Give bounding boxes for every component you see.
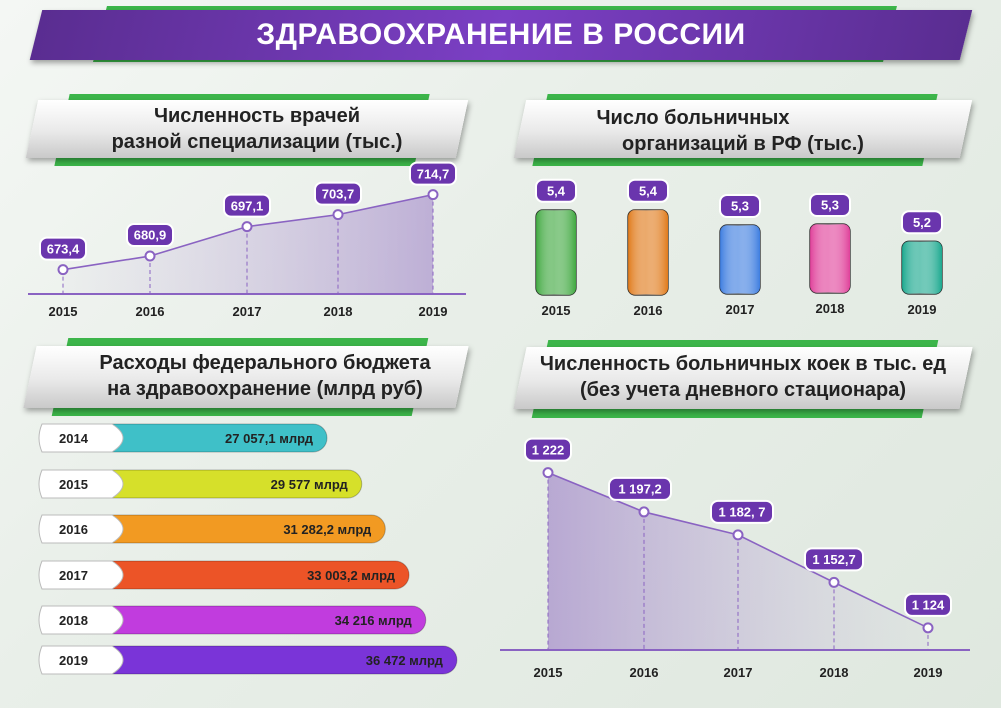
budget-data-label: 34 216 млрд — [335, 613, 413, 628]
hospitals-title: Число больничных организаций в РФ (тыс.) — [596, 107, 864, 155]
beds-tick-label: 2017 — [724, 665, 753, 680]
budget-data-label: 27 057,1 млрд — [225, 431, 314, 446]
beds-data-label-bg — [804, 547, 864, 572]
doctors-point — [144, 250, 156, 262]
budget-year-tab — [38, 423, 124, 453]
doctors-point — [57, 264, 69, 276]
doctors-tick-label: 2019 — [419, 304, 448, 319]
doctors-data-label-bg — [223, 193, 271, 218]
doctors-data-label: 697,1 — [231, 198, 264, 213]
doctors-point — [427, 189, 439, 201]
hospitals-bar-shine — [810, 224, 850, 293]
budget-year-tab — [38, 560, 124, 590]
doctors-tick-label: 2016 — [136, 304, 165, 319]
beds-data-label: 1 222 — [532, 442, 565, 457]
budget-year-tab — [38, 605, 124, 635]
hospitals-bar-shine — [720, 225, 760, 294]
beds-point — [542, 467, 554, 479]
beds-point — [732, 529, 744, 541]
budget-tick-label: 2015 — [59, 477, 88, 492]
doctors-data-label: 703,7 — [322, 186, 355, 201]
doctors-data-label: 673,4 — [47, 241, 80, 256]
doctors-data-label-bg — [126, 223, 174, 248]
beds-data-label-bg — [904, 592, 952, 617]
hospitals-data-label: 5,2 — [913, 215, 931, 230]
budget-tick-label: 2019 — [59, 653, 88, 668]
beds-tick-label: 2018 — [820, 665, 849, 680]
budget-data-label: 31 282,2 млрд — [283, 522, 372, 537]
budget-title: Расходы федерального бюджета на здравоохр… — [99, 352, 431, 400]
hospitals-tick-label: 2015 — [542, 303, 571, 318]
beds-data-label: 1 124 — [912, 598, 945, 613]
beds-tick-label: 2016 — [630, 665, 659, 680]
hospitals-data-label-bg — [901, 210, 943, 235]
beds-data-label-bg — [710, 499, 774, 524]
hospitals-bar-shine — [628, 209, 668, 295]
hospitals-tick-label: 2019 — [908, 302, 937, 317]
hospitals-data-label-bg — [719, 194, 761, 218]
page-title: ЗДРАВООХРАНЕНИЕ В РОССИИ — [256, 18, 746, 51]
hospitals-data-label: 5,4 — [639, 183, 658, 198]
doctors-tick-label: 2015 — [49, 304, 78, 319]
budget-data-label: 29 577 млрд — [271, 477, 349, 492]
beds-point — [922, 622, 934, 634]
beds-point — [638, 506, 650, 518]
budget-data-label: 36 472 млрд — [366, 653, 444, 668]
budget-year-tab — [38, 645, 124, 675]
budget-tick-label: 2017 — [59, 568, 88, 583]
hospitals-data-label: 5,3 — [821, 198, 839, 213]
doctors-data-label-bg — [39, 236, 87, 261]
hospitals-data-label-bg — [809, 193, 851, 217]
doctors-tick-label: 2018 — [324, 304, 353, 319]
beds-tick-label: 2015 — [534, 665, 563, 680]
budget-tick-label: 2016 — [59, 522, 88, 537]
beds-area — [548, 472, 928, 650]
hospitals-data-label: 5,4 — [547, 183, 566, 198]
beds-data-label-bg — [524, 437, 572, 462]
hospitals-tick-label: 2017 — [726, 302, 755, 317]
doctors-data-label: 714,7 — [417, 166, 450, 181]
hospitals-tick-label: 2018 — [816, 301, 845, 316]
budget-tick-label: 2018 — [59, 613, 88, 628]
beds-data-label: 1 182, 7 — [719, 505, 766, 520]
doctors-tick-label: 2017 — [233, 304, 262, 319]
hospitals-bar-shine — [902, 241, 942, 294]
hospitals-tick-label: 2016 — [634, 303, 663, 318]
doctors-title: Численность врачей разной специализации (… — [111, 105, 403, 153]
hospitals-bar-shine — [536, 209, 576, 295]
budget-year-tab — [38, 469, 124, 499]
doctors-data-label-bg — [314, 181, 362, 206]
beds-point — [828, 576, 840, 588]
doctors-point — [241, 221, 253, 233]
beds-data-label: 1 197,2 — [618, 482, 661, 497]
beds-data-label-bg — [608, 476, 672, 501]
hospitals-data-label-bg — [535, 178, 577, 203]
doctors-data-label: 680,9 — [134, 228, 167, 243]
budget-tick-label: 2014 — [59, 431, 89, 446]
budget-data-label: 33 003,2 млрд — [307, 568, 396, 583]
doctors-data-label-bg — [409, 161, 457, 186]
hospitals-data-label: 5,3 — [731, 199, 749, 214]
beds-title: Численность больничных коек в тыс. ед (бе… — [539, 353, 947, 401]
doctors-point — [332, 209, 344, 221]
budget-year-tab — [38, 514, 124, 544]
beds-data-label: 1 152,7 — [812, 552, 855, 567]
beds-tick-label: 2019 — [914, 665, 943, 680]
hospitals-data-label-bg — [627, 178, 669, 203]
